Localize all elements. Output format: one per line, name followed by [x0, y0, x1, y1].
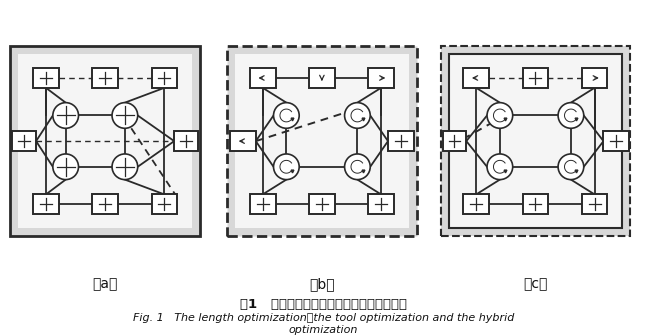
- Bar: [443, 131, 466, 151]
- Text: optimization: optimization: [289, 325, 358, 335]
- Bar: [12, 131, 36, 151]
- Circle shape: [112, 102, 138, 128]
- Text: Fig. 1   The length optimization，the tool optimization and the hybrid: Fig. 1 The length optimization，the tool …: [133, 313, 514, 323]
- Bar: [33, 68, 59, 88]
- Bar: [523, 195, 548, 214]
- Bar: [463, 195, 489, 214]
- Text: （b）: （b）: [309, 277, 334, 291]
- Bar: [448, 54, 622, 228]
- Bar: [174, 131, 198, 151]
- Bar: [18, 54, 192, 228]
- Text: 图1   长度优化法、刀具优化法和混合优化法: 图1 长度优化法、刀具优化法和混合优化法: [240, 298, 407, 310]
- Text: （a）: （a）: [93, 277, 118, 291]
- Circle shape: [558, 102, 584, 128]
- Bar: [250, 68, 276, 88]
- Bar: [235, 54, 409, 228]
- Bar: [250, 195, 276, 214]
- Bar: [388, 131, 413, 151]
- Bar: [604, 131, 629, 151]
- Circle shape: [558, 154, 584, 180]
- Bar: [309, 195, 334, 214]
- Bar: [582, 195, 608, 214]
- Bar: [93, 195, 118, 214]
- Circle shape: [274, 154, 299, 180]
- Circle shape: [53, 102, 78, 128]
- Circle shape: [345, 102, 370, 128]
- Bar: [368, 68, 394, 88]
- Bar: [309, 68, 334, 88]
- Circle shape: [487, 154, 512, 180]
- Bar: [33, 195, 59, 214]
- Bar: [523, 68, 548, 88]
- Bar: [582, 68, 608, 88]
- Bar: [230, 131, 256, 151]
- Text: （c）: （c）: [523, 277, 547, 291]
- Circle shape: [274, 102, 299, 128]
- Circle shape: [53, 154, 78, 180]
- Bar: [151, 68, 177, 88]
- Circle shape: [112, 154, 138, 180]
- Bar: [463, 68, 489, 88]
- Bar: [151, 195, 177, 214]
- Circle shape: [487, 102, 512, 128]
- Bar: [93, 68, 118, 88]
- Bar: [368, 195, 394, 214]
- Circle shape: [345, 154, 370, 180]
